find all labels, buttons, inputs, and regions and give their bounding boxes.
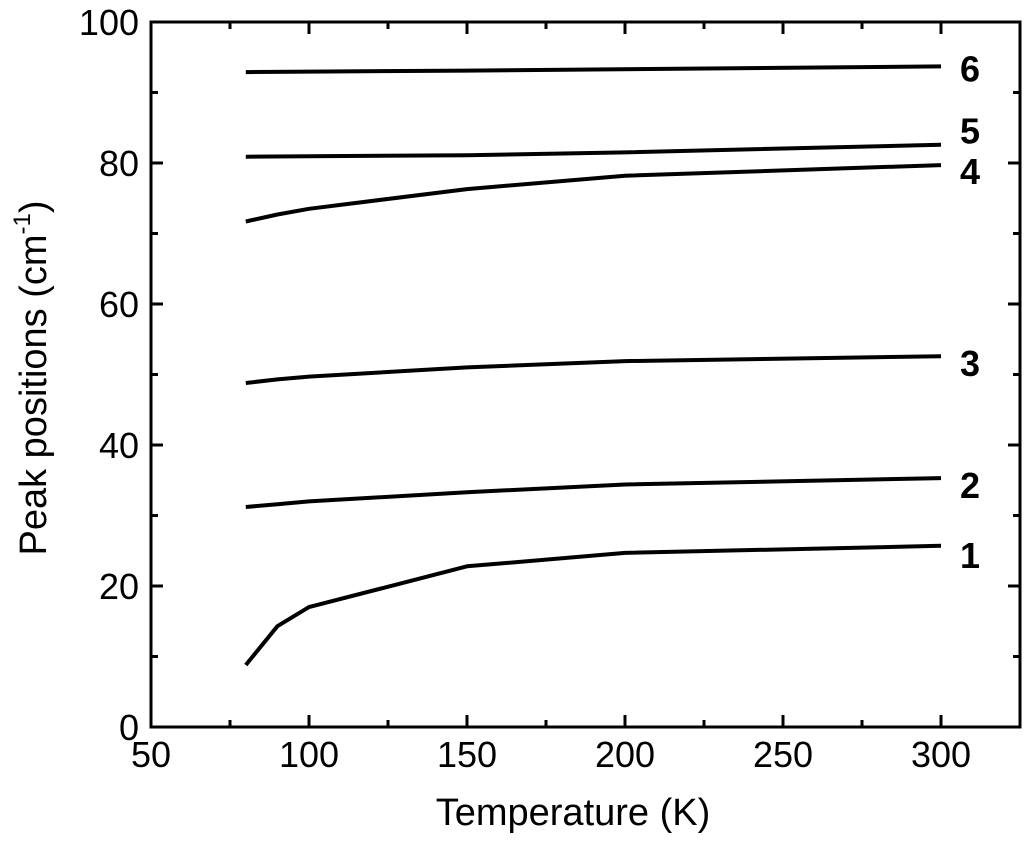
x-tick-label: 300 — [911, 734, 971, 775]
x-tick-label: 250 — [753, 734, 813, 775]
y-axis-title-close: ) — [13, 200, 55, 213]
x-tick-label: 150 — [437, 734, 497, 775]
y-axis-title-main: Peak positions (cm — [13, 234, 55, 555]
series-line-3 — [245, 354, 942, 385]
series-line-4 — [245, 163, 942, 224]
axis-ticks — [149, 20, 1020, 729]
series-label-4: 4 — [960, 151, 980, 192]
x-tick-label: 200 — [595, 734, 655, 775]
y-tick-label: 60 — [99, 284, 139, 325]
series-line-1 — [244, 543, 942, 667]
series-label-2: 2 — [960, 465, 980, 506]
series-line-5 — [245, 142, 942, 159]
x-tick-label: 100 — [279, 734, 339, 775]
series-label-6: 6 — [960, 48, 980, 89]
y-tick-label: 20 — [99, 566, 139, 607]
y-tick-label: 100 — [79, 2, 139, 43]
x-axis-title: Temperature (K) — [436, 792, 711, 834]
y-tick-label: 0 — [119, 707, 139, 748]
y-axis-title: Peak positions (cm-1) — [9, 200, 55, 555]
series-line-6 — [245, 64, 942, 75]
series-label-3: 3 — [960, 343, 980, 384]
plot-frame — [149, 20, 1022, 729]
series-labels: 1 2 3 45 6 — [960, 48, 980, 575]
y-tick-label: 80 — [99, 143, 139, 184]
series-line-2 — [245, 476, 942, 509]
x-tick-label: 50 — [131, 734, 171, 775]
y-tick-label: 40 — [99, 425, 139, 466]
axis-tick-labels: 50 100 150 200 250 300 0 20 40 60 80 100 — [79, 2, 971, 775]
data-series — [244, 64, 942, 667]
series-label-1: 1 — [960, 535, 980, 576]
y-axis-title-superscript: -1 — [9, 213, 36, 234]
series-label-5: 5 — [960, 111, 980, 152]
